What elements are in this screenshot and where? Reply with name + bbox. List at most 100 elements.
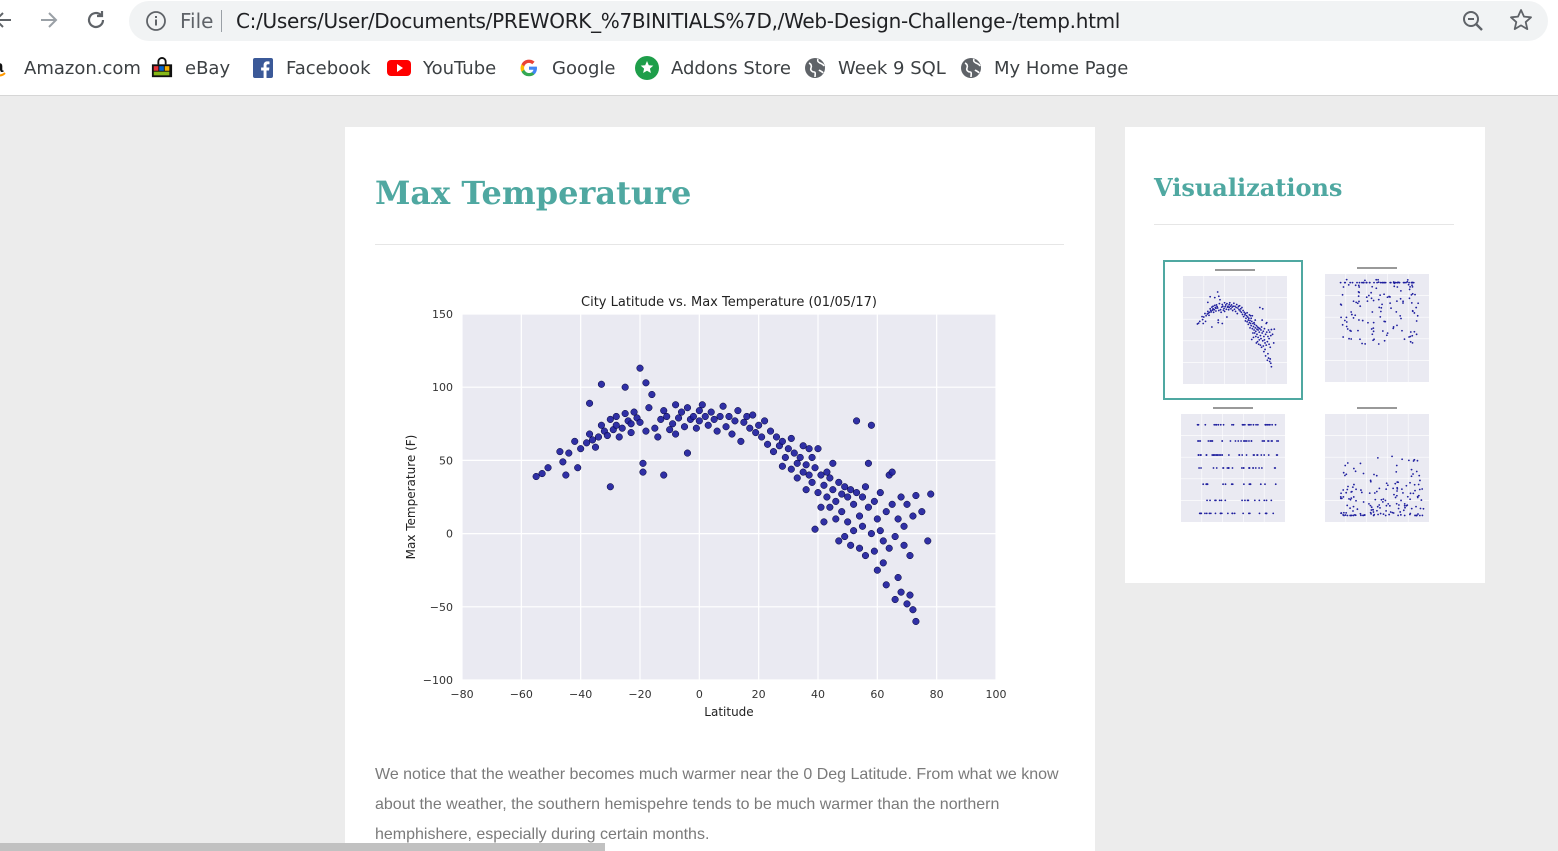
thumb-point: [1223, 301, 1226, 304]
thumb-point: [1248, 440, 1250, 442]
thumb-point: [1357, 295, 1360, 298]
thumb-point: [1204, 312, 1206, 315]
data-point: [912, 617, 920, 625]
thumb-point: [1253, 332, 1256, 334]
thumb-point: [1340, 492, 1342, 495]
bookmark-week-9-sql[interactable]: Week 9 SQL: [804, 55, 946, 81]
thumb-point: [1378, 487, 1381, 490]
data-point: [858, 522, 867, 530]
thumb-point: [1389, 281, 1392, 284]
thumb-point: [1378, 504, 1381, 506]
thumb-point: [1384, 499, 1387, 502]
data-point: [645, 404, 653, 412]
data-point: [900, 541, 908, 549]
thumb-point: [1209, 512, 1212, 515]
thumb-point: [1349, 281, 1352, 284]
thumb-point: [1198, 440, 1200, 442]
thumb-point: [1205, 454, 1208, 456]
bookmark-star-icon[interactable]: [1508, 7, 1534, 33]
reload-icon[interactable]: [80, 4, 112, 36]
thumb-point: [1223, 310, 1226, 313]
thumb-point: [1345, 491, 1348, 494]
x-tick-label: 80: [930, 688, 944, 701]
data-point: [627, 420, 635, 428]
bookmark-ebay[interactable]: eBay: [151, 55, 230, 81]
thumb-point: [1348, 497, 1350, 500]
data-point: [820, 481, 828, 489]
thumb-point: [1380, 306, 1383, 309]
thumb-point: [1250, 423, 1252, 426]
data-point: [657, 415, 665, 423]
data-point: [870, 497, 878, 505]
thumb-point: [1356, 508, 1359, 511]
thumb-point: [1234, 310, 1237, 313]
thumb-point: [1395, 502, 1398, 505]
thumb-point: [1402, 302, 1404, 304]
thumb-point: [1258, 499, 1261, 502]
thumbnail-cloudiness[interactable]: [1163, 400, 1303, 540]
thumb-point: [1268, 343, 1270, 346]
back-arrow-icon[interactable]: [0, 4, 20, 36]
bookmark-addons-store[interactable]: Addons Store: [635, 55, 791, 81]
data-point: [654, 433, 662, 441]
zoom-icon[interactable]: [1461, 9, 1485, 33]
thumb-point: [1240, 311, 1243, 314]
thumb-point: [1359, 338, 1361, 341]
thumb-point: [1260, 346, 1263, 349]
thumb-point: [1372, 511, 1375, 513]
thumb-point: [1418, 474, 1421, 477]
address-bar[interactable]: File C:/Users/User/Documents/PREWORK_%7B…: [129, 1, 1548, 41]
thumb-point: [1348, 337, 1350, 340]
thumb-point: [1253, 454, 1256, 456]
bookmark-amazon[interactable]: a Amazon.com: [0, 55, 141, 81]
bookmark-google[interactable]: Google: [518, 55, 615, 81]
bookmark-facebook[interactable]: Facebook: [252, 55, 371, 81]
ebay-icon: [151, 57, 173, 79]
thumb-point: [1270, 365, 1273, 368]
thumb-point: [1358, 319, 1360, 321]
thumbnail-humidity[interactable]: [1307, 260, 1447, 400]
data-point: [559, 458, 567, 466]
thumb-point: [1408, 288, 1411, 291]
thumb-point: [1239, 307, 1242, 310]
thumb-point: [1385, 488, 1388, 490]
thumb-point: [1251, 314, 1254, 317]
thumb-point: [1377, 278, 1379, 281]
thumb-point: [1254, 319, 1257, 321]
data-point: [784, 445, 792, 453]
data-point: [722, 423, 730, 431]
thumb-point: [1373, 513, 1376, 516]
thumb-point: [1213, 308, 1216, 311]
thumb-point: [1340, 304, 1343, 306]
thumb-point: [1253, 323, 1256, 326]
data-point: [675, 414, 683, 422]
bookmark-my-home-page[interactable]: My Home Page: [960, 55, 1128, 81]
thumb-point: [1408, 513, 1411, 516]
info-icon[interactable]: [145, 10, 167, 32]
thumb-point: [1215, 307, 1217, 310]
thumb-point: [1395, 311, 1398, 313]
y-tick-label: 50: [439, 454, 453, 467]
thumb-point: [1403, 338, 1406, 341]
thumb-point: [1240, 467, 1243, 469]
horizontal-scrollbar[interactable]: [0, 843, 605, 851]
data-point: [680, 423, 689, 431]
thumb-point: [1412, 492, 1415, 495]
data-point: [927, 490, 935, 498]
x-tick-label: 0: [696, 688, 703, 701]
thumb-point: [1342, 495, 1345, 498]
thumb-point: [1389, 302, 1392, 304]
thumb-point: [1269, 346, 1272, 349]
url-text[interactable]: C:/Users/User/Documents/PREWORK_%7BINITI…: [236, 9, 1121, 33]
thumb-point: [1382, 498, 1385, 501]
thumb-point: [1409, 498, 1412, 501]
bookmark-youtube[interactable]: YouTube: [387, 55, 496, 81]
data-point: [897, 588, 905, 596]
forward-arrow-icon[interactable]: [32, 4, 64, 36]
thumb-point: [1230, 307, 1232, 310]
thumb-point: [1232, 302, 1235, 305]
thumb-point: [1236, 312, 1239, 315]
thumb-point: [1210, 326, 1213, 328]
thumbnail-wind-speed[interactable]: [1307, 400, 1447, 540]
thumbnail-max-temperature[interactable]: [1163, 260, 1303, 400]
